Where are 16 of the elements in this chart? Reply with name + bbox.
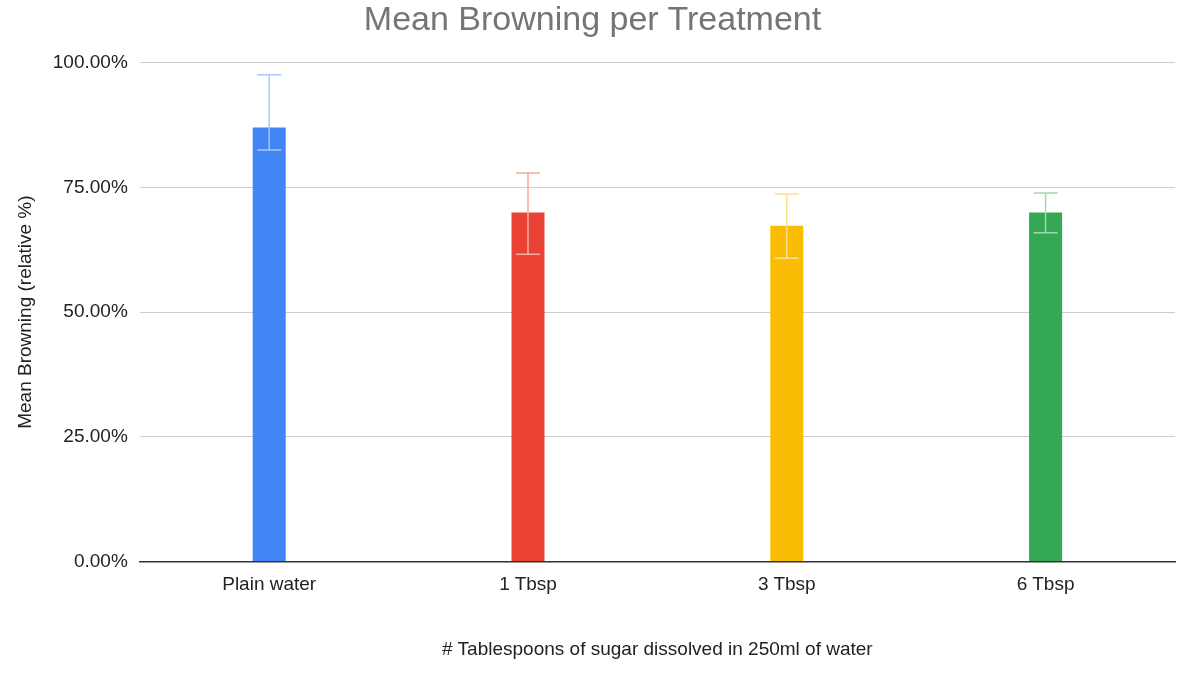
bar xyxy=(252,127,286,561)
chart-title: Mean Browning per Treatment xyxy=(363,0,822,37)
y-tick-label: 100.00% xyxy=(52,51,128,73)
y-tick-label: 25.00% xyxy=(63,424,128,446)
x-tick-label: 3 Tbsp xyxy=(757,573,816,595)
x-tick-label: 1 Tbsp xyxy=(499,573,557,595)
y-tick-label: 50.00% xyxy=(63,300,128,322)
x-tick-label: 6 Tbsp xyxy=(1016,573,1075,595)
x-tick-label: Plain water xyxy=(222,573,317,595)
bar xyxy=(770,225,804,561)
bar xyxy=(1029,212,1063,561)
x-axis-title: # Tablespoons of sugar dissolved in 250ml of water xyxy=(442,637,874,659)
y-tick-label: 0.00% xyxy=(73,549,128,571)
bar xyxy=(511,212,545,561)
y-tick-label: 75.00% xyxy=(63,175,128,197)
y-axis-title: Mean Browning (relative %) xyxy=(13,195,35,429)
